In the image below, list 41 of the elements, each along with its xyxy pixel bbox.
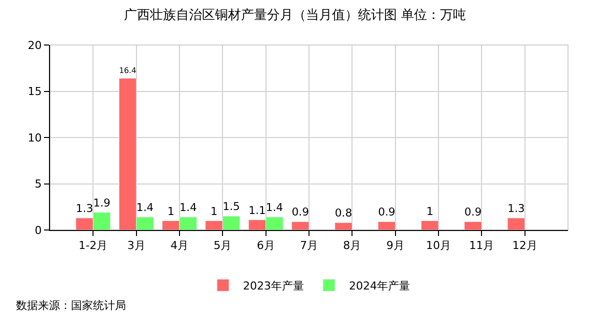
data-label: 1.1 [248,204,266,217]
bar [291,221,310,230]
source-note: 数据来源：国家统计局 [16,299,126,312]
x-tick-label: 7月 [300,239,318,252]
data-label: 1.3 [76,202,94,216]
bar [334,222,352,230]
y-tick-label: 5 [34,178,42,191]
data-label: 1.4 [266,201,284,214]
x-tick-label: 12月 [512,239,538,252]
y-tick-label: 20 [28,38,42,52]
legend-label: 2024年产量 [349,279,410,292]
bar [464,221,482,230]
data-label: 0.9 [378,206,396,219]
x-tick-label: 9月 [386,239,404,252]
data-label: 1.4 [136,201,154,214]
y-tick-label: 0 [34,224,42,237]
data-label: 1 [210,204,218,218]
legend-label: 2023年产量 [243,279,304,292]
data-label: 1 [426,204,434,218]
x-tick-label: 1-2月 [78,239,108,252]
data-label: 0.8 [334,206,352,220]
data-label: 1.5 [222,200,240,214]
chart-title: 广西壮族自治区铜材产量分月（当月值）统计图 单位：万吨 [124,8,466,23]
bar [507,218,526,230]
x-tick-label: 4月 [170,239,188,252]
bar [378,221,396,230]
data-label: 1.9 [93,196,111,210]
data-label: 0.9 [292,206,310,219]
x-tick-label: 8月 [343,239,362,252]
x-tick-label: 3月 [127,239,146,252]
data-label: 1.4 [180,201,197,214]
x-tick-label: 5月 [214,239,232,252]
x-tick-label: 10月 [426,239,451,252]
y-tick-label: 15 [28,85,42,98]
data-label: 1 [167,204,174,218]
x-tick-label: 6月 [256,239,275,252]
x-tick-label: 11月 [469,239,494,252]
bar [420,220,439,230]
y-tick-label: 10 [28,131,42,144]
data-label: 1.3 [508,202,525,216]
data-label: 0.9 [464,206,482,219]
